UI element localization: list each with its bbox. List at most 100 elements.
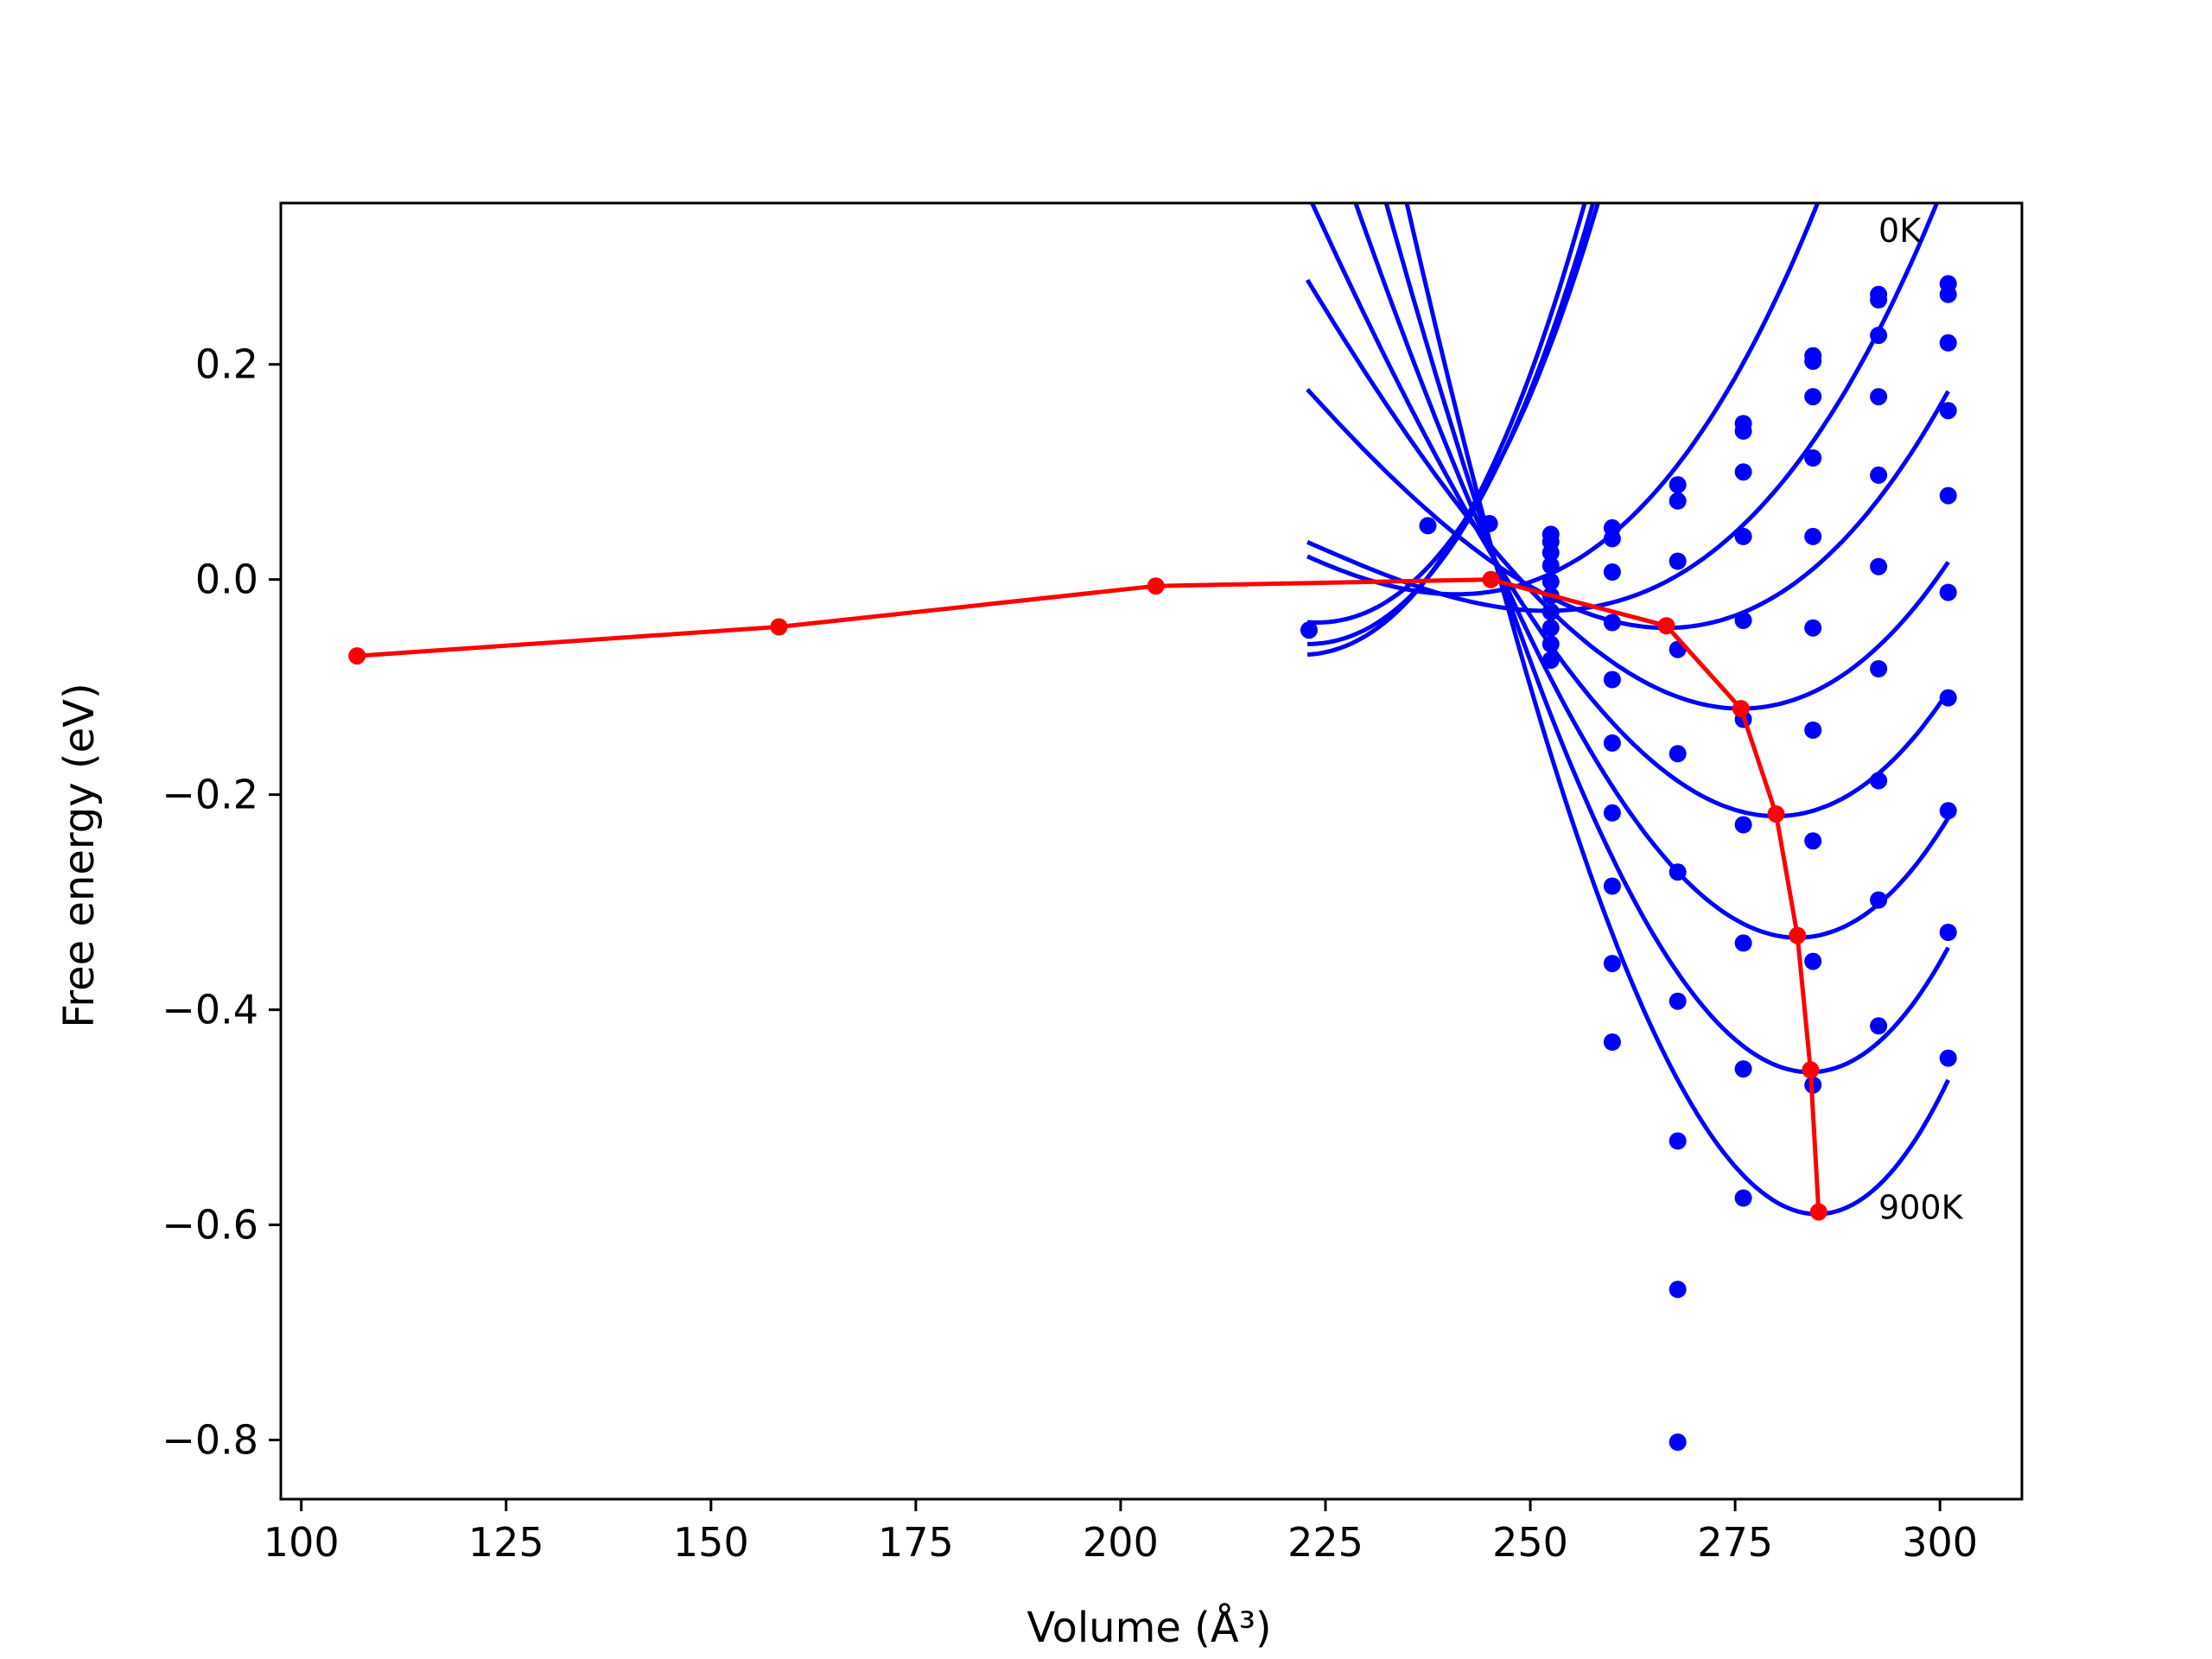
data-point [1804, 527, 1822, 545]
data-point [1669, 745, 1687, 763]
data-point [1734, 612, 1752, 629]
data-point [1603, 734, 1621, 752]
data-point [1734, 527, 1752, 545]
x-axis: 100 125 150 175 200 225 250 275 300 [264, 1499, 1978, 1566]
data-point [1939, 486, 1957, 505]
x-tick-label: 300 [1902, 1519, 1978, 1566]
data-point [1669, 492, 1687, 510]
minimum-point [348, 647, 366, 665]
y-tick-label: −0.2 [162, 772, 258, 818]
x-tick-label: 175 [878, 1519, 954, 1566]
data-point [1870, 891, 1888, 909]
data-point [1603, 530, 1621, 548]
data-point [1939, 1049, 1957, 1067]
data-point [1603, 877, 1621, 895]
fit-curve-9 [1383, 203, 1950, 1075]
data-point [1870, 772, 1888, 790]
data-points [1300, 275, 1957, 1451]
x-tick-label: 275 [1697, 1519, 1773, 1566]
y-tick-label: 0.2 [195, 341, 258, 388]
fit-curve-1 [1306, 203, 1587, 658]
y-tick-label: 0.0 [195, 556, 258, 603]
minimum-path [348, 570, 1827, 1221]
x-tick-label: 250 [1492, 1519, 1568, 1566]
minimum-point [770, 618, 788, 636]
data-point [1804, 619, 1822, 637]
fit-curves [1305, 203, 1950, 1217]
data-point [1804, 832, 1822, 850]
data-point [1870, 466, 1888, 484]
fit-curve-3 [1306, 203, 1821, 597]
data-point [1939, 583, 1957, 601]
data-point [1870, 388, 1888, 406]
data-point [1804, 721, 1822, 739]
plot-area [348, 203, 1957, 1451]
data-point [1541, 619, 1560, 637]
minimum-path-line [357, 577, 1821, 1212]
data-point [1734, 934, 1752, 952]
minimum-point [1147, 577, 1165, 595]
minimum-point [1767, 805, 1785, 823]
x-tick-label: 150 [673, 1519, 749, 1566]
data-point [1419, 517, 1437, 535]
data-point [1603, 955, 1621, 973]
data-point [1939, 689, 1957, 707]
data-point [1603, 804, 1621, 822]
data-point [1870, 660, 1888, 677]
minimum-point [1482, 570, 1500, 588]
data-point [1870, 291, 1888, 308]
data-point [1669, 552, 1687, 570]
fit-curve-8 [1353, 203, 1950, 940]
x-tick-label: 225 [1287, 1519, 1363, 1566]
data-point [1734, 422, 1752, 440]
fit-curve-10 [1404, 203, 1950, 1217]
minimum-point [1789, 926, 1807, 944]
fit-curve-4 [1306, 203, 1940, 613]
data-point [1541, 543, 1560, 562]
y-tick-label: −0.6 [162, 1202, 258, 1249]
x-tick-label: 125 [468, 1519, 544, 1566]
data-point [1870, 557, 1888, 575]
data-point [1939, 285, 1957, 303]
temperature-annotation: 900K [1878, 1188, 1964, 1226]
data-point [1939, 802, 1957, 820]
data-point [1804, 353, 1822, 370]
data-point [1669, 1433, 1687, 1451]
minimum-point [1809, 1203, 1827, 1221]
y-axis-label: Free energy (eV) [55, 683, 104, 1027]
data-point [1669, 1281, 1687, 1299]
data-point [1541, 573, 1560, 591]
x-tick-label: 200 [1083, 1519, 1159, 1566]
data-point [1734, 1189, 1752, 1207]
data-point [1939, 402, 1957, 420]
minimum-point [1802, 1061, 1820, 1079]
fit-curve-5 [1306, 388, 1950, 631]
data-point [1603, 671, 1621, 689]
data-point [1669, 992, 1687, 1010]
axes-frame [279, 201, 2024, 1501]
data-point [1541, 652, 1560, 669]
data-point [1603, 613, 1621, 632]
data-point [1480, 515, 1498, 532]
x-axis-label: Volume (Å³) [1027, 1603, 1271, 1652]
data-point [1734, 1060, 1752, 1078]
data-point [1804, 952, 1822, 970]
fit-curve-7 [1309, 203, 1950, 818]
data-point [1603, 563, 1621, 581]
data-point [1669, 1132, 1687, 1150]
x-tick-label: 100 [264, 1519, 340, 1566]
data-point [1734, 816, 1752, 834]
y-tick-label: −0.4 [162, 987, 258, 1033]
data-point [1603, 1033, 1621, 1051]
data-point [1870, 327, 1888, 345]
data-point [1300, 621, 1318, 639]
y-tick-label: −0.8 [162, 1417, 258, 1464]
data-point [1939, 924, 1957, 941]
data-point [1541, 556, 1560, 575]
data-point [1669, 863, 1687, 881]
temperature-annotation: 0K [1878, 212, 1922, 250]
minimum-point [1657, 617, 1675, 635]
data-point [1541, 635, 1560, 653]
